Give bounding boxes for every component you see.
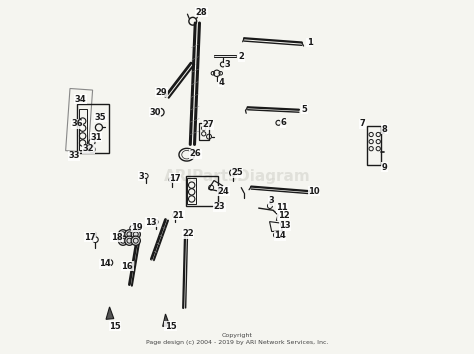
Circle shape <box>125 236 134 245</box>
Text: 15: 15 <box>109 322 121 331</box>
Text: 4: 4 <box>218 78 224 87</box>
Text: ARIPartsDiagram: ARIPartsDiagram <box>164 170 310 184</box>
Text: 26: 26 <box>190 149 201 159</box>
Text: 7: 7 <box>360 119 365 129</box>
Text: 10: 10 <box>309 187 320 196</box>
Circle shape <box>118 236 128 245</box>
Text: 30: 30 <box>149 108 161 117</box>
Text: 18: 18 <box>111 233 122 242</box>
Text: 13: 13 <box>146 218 157 227</box>
Text: ™: ™ <box>269 177 276 183</box>
Text: 3: 3 <box>138 172 144 181</box>
Polygon shape <box>214 55 237 57</box>
Text: 29: 29 <box>156 87 167 97</box>
Text: 9: 9 <box>382 162 387 172</box>
Text: 23: 23 <box>213 202 225 211</box>
Text: 14: 14 <box>274 231 286 240</box>
Circle shape <box>118 230 128 239</box>
Text: 36: 36 <box>71 119 83 129</box>
Text: 8: 8 <box>382 125 387 134</box>
Text: 31: 31 <box>90 133 102 142</box>
Circle shape <box>131 230 140 239</box>
Text: 6: 6 <box>280 118 286 127</box>
Text: 27: 27 <box>202 120 214 129</box>
Text: 2: 2 <box>238 52 244 61</box>
Text: 22: 22 <box>182 229 194 238</box>
Text: 24: 24 <box>218 187 229 196</box>
Text: 5: 5 <box>301 104 307 114</box>
Text: 15: 15 <box>164 322 176 331</box>
Text: 17: 17 <box>84 233 96 242</box>
Text: 34: 34 <box>75 95 86 104</box>
Text: 25: 25 <box>231 168 243 177</box>
Polygon shape <box>106 307 114 319</box>
Text: 13: 13 <box>279 221 291 230</box>
Text: 21: 21 <box>173 211 184 220</box>
Polygon shape <box>163 314 170 326</box>
Circle shape <box>131 236 140 245</box>
Text: 28: 28 <box>196 7 208 17</box>
Text: 33: 33 <box>68 151 80 160</box>
Text: 19: 19 <box>131 223 143 232</box>
Text: Copyright
Page design (c) 2004 - 2019 by ARI Network Services, Inc.: Copyright Page design (c) 2004 - 2019 by… <box>146 333 328 345</box>
Text: 1: 1 <box>307 38 312 47</box>
Circle shape <box>125 230 134 239</box>
Text: 16: 16 <box>121 262 133 271</box>
Text: 17: 17 <box>169 174 181 183</box>
Text: 3: 3 <box>224 60 230 69</box>
Text: 35: 35 <box>95 113 107 122</box>
Text: 3: 3 <box>268 196 274 205</box>
Text: 12: 12 <box>278 211 290 220</box>
Text: 14: 14 <box>99 259 111 268</box>
Text: 11: 11 <box>276 203 288 212</box>
Text: 32: 32 <box>82 144 94 153</box>
